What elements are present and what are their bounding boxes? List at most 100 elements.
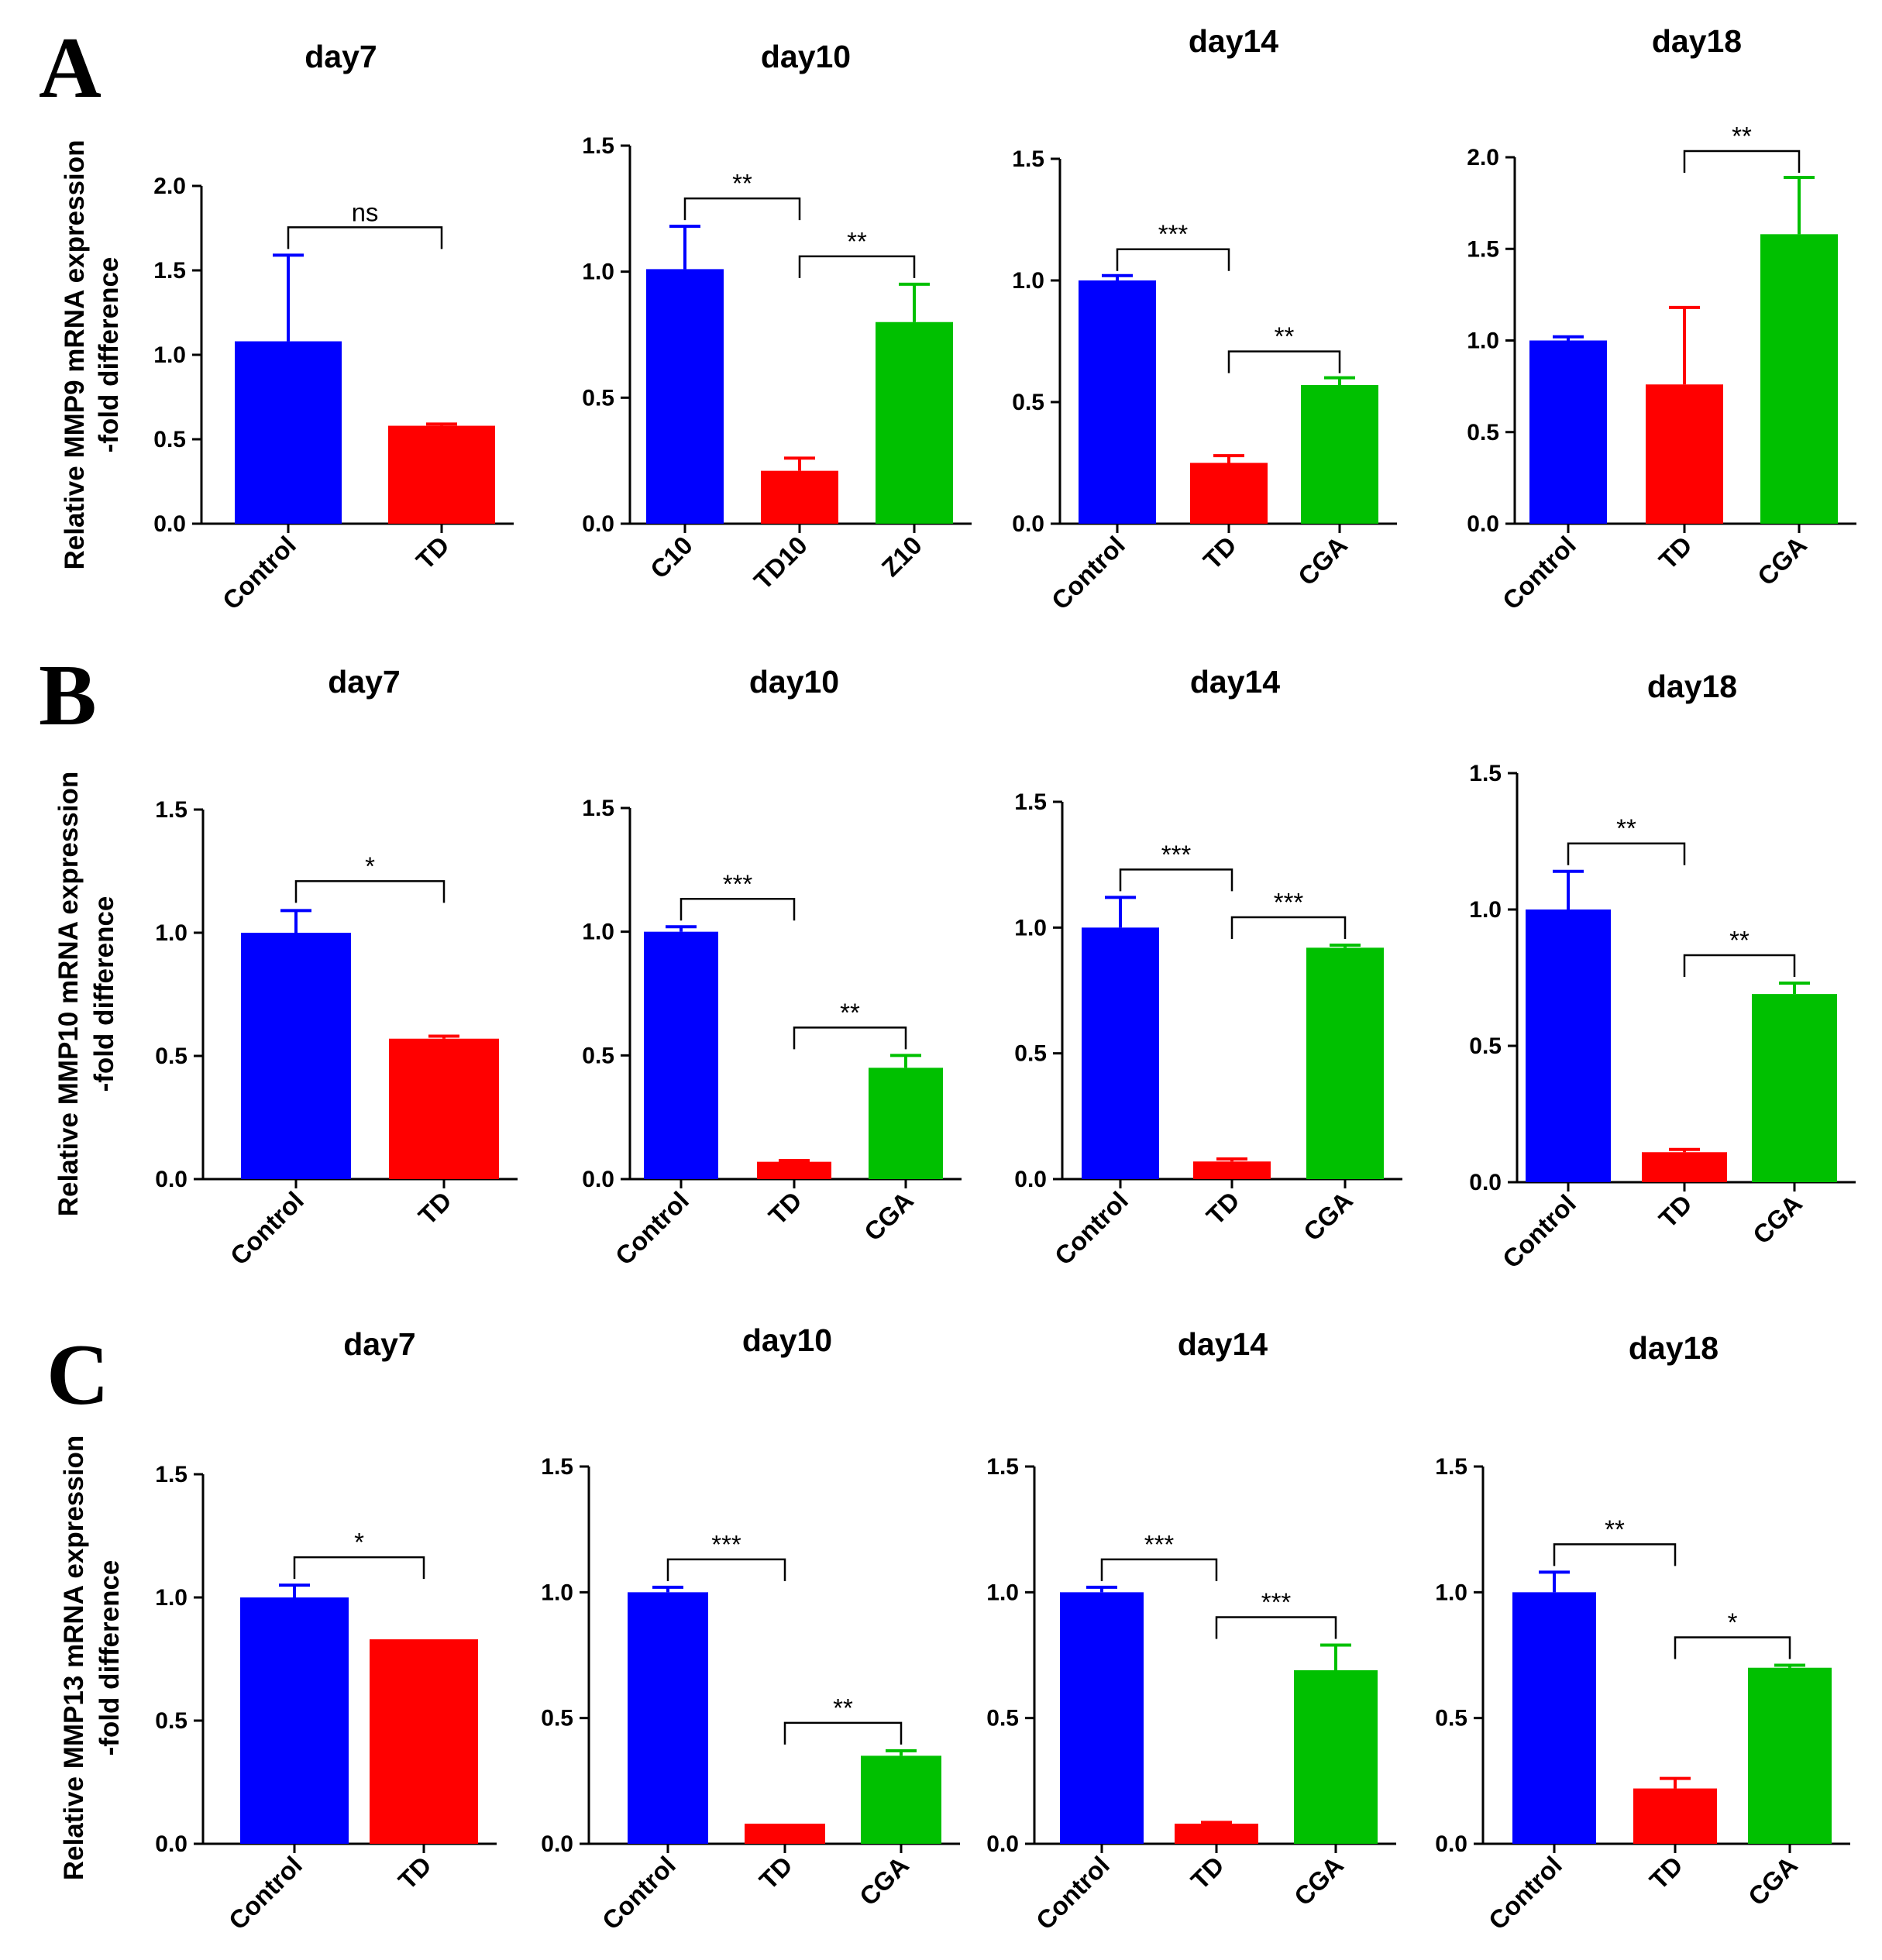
chart-a-day18-title: day18 — [1652, 23, 1742, 59]
chart-b-day10-y-tick-label: 0.5 — [582, 1043, 614, 1068]
chart-c-day18-significance-label: ** — [1605, 1515, 1625, 1543]
chart-b-day14-significance-bracket — [1119, 868, 1233, 892]
chart-c-day10-bar-td — [745, 1824, 825, 1844]
chart-a-day14-category-label: Control — [1046, 531, 1130, 615]
chart-a-day10-significance-label: ** — [732, 169, 752, 198]
chart-c-day18-significance-label: * — [1728, 1608, 1738, 1636]
chart-c-day7: day7 0.0 0.5 1.0 1.5 Control TD * — [155, 1326, 497, 1935]
chart-b-day18-bar-cga — [1752, 994, 1837, 1182]
chart-b-day18-significance-label: ** — [1729, 926, 1750, 954]
chart-a-day18-category-label: CGA — [1752, 531, 1812, 591]
chart-c-day10-significance-label: ** — [833, 1694, 853, 1722]
chart-a-day7-category-label: Control — [217, 531, 301, 615]
chart-c-day10-category-label: Control — [597, 1851, 681, 1935]
chart-b-day18: day18 0.0 0.5 1.0 1.5 Control TD CGA ** ** — [1469, 669, 1856, 1274]
chart-c-day18-y-tick-label: 1.5 — [1435, 1454, 1467, 1480]
chart-a-day10-significance-bracket — [683, 197, 801, 221]
chart-b-day14-category-label: CGA — [1298, 1186, 1358, 1246]
ylabel-mmp9: Relative MMP9 mRNA expression -fold diff… — [60, 140, 124, 570]
chart-b-day10-category-label: TD — [763, 1186, 807, 1230]
chart-b-day7-significance-label: * — [365, 851, 375, 880]
chart-b-day7-y-tick-label: 1.5 — [155, 797, 188, 823]
chart-b-day14-significance-label: *** — [1274, 888, 1304, 916]
chart-a-day7-y-tick-label: 1.0 — [153, 342, 186, 368]
chart-b-day14-y-tick-label: 1.0 — [1014, 915, 1047, 940]
chart-a-day14-y-tick-label: 0.5 — [1012, 390, 1044, 415]
chart-a-day18-y-tick-label: 0.5 — [1467, 420, 1499, 445]
chart-a-day10-category-label: C10 — [645, 531, 698, 584]
chart-c-day10-y-tick-label: 1.5 — [541, 1454, 573, 1480]
chart-a-day7: day7 0.0 0.5 1.0 1.5 2.0 Control TD ns — [153, 39, 514, 615]
chart-b-day10-title: day10 — [749, 664, 839, 700]
chart-a-day18-category-label: TD — [1653, 531, 1698, 575]
chart-c-day7-bar-td — [370, 1639, 478, 1844]
chart-a-day10: day10 0.0 0.5 1.0 1.5 C10 TD10 Z10 ** ** — [582, 39, 972, 595]
ylabel-mmp13: Relative MMP13 mRNA expression -fold dif… — [59, 1436, 125, 1880]
chart-a-day7-y-tick-label: 0.0 — [153, 511, 186, 537]
chart-c-day14-significance-label: *** — [1261, 1588, 1292, 1617]
chart-a-day14-bar-td — [1190, 462, 1268, 524]
chart-c-day18-category-label: TD — [1644, 1851, 1688, 1895]
panel-label-a: A — [39, 20, 101, 116]
ylabel-mmp10: Relative MMP10 mRNA expression -fold dif… — [53, 772, 119, 1216]
chart-b-day18-significance-bracket — [1567, 842, 1686, 865]
chart-b-day10-y-tick-label: 1.0 — [582, 920, 614, 945]
chart-a-day14-y-tick-label: 1.5 — [1012, 146, 1044, 172]
chart-b-day18-bar-control — [1526, 910, 1611, 1182]
chart-a-day18-significance-bracket — [1683, 150, 1801, 174]
chart-a-day18-bar-control — [1529, 340, 1607, 524]
chart-c-day14: day14 0.0 0.5 1.0 1.5 Control TD CGA *** *** — [986, 1326, 1396, 1935]
chart-a-day7-bar-td — [388, 425, 495, 524]
chart-a-day10-bar-c10 — [646, 269, 724, 524]
chart-b-day7-significance-bracket — [294, 880, 446, 903]
chart-c-day7-y-tick-label: 0.0 — [155, 1831, 188, 1857]
chart-c-day10-category-label: TD — [754, 1851, 798, 1895]
chart-a-day10-significance-label: ** — [847, 227, 867, 256]
chart-b-day10-y-tick-label: 1.5 — [582, 796, 614, 821]
chart-c-day7-bar-control — [240, 1597, 349, 1844]
chart-a-day14-significance-label: ** — [1275, 322, 1295, 351]
chart-a-day7-significance-bracket — [287, 226, 443, 249]
chart-b-day18-category-label: CGA — [1747, 1189, 1808, 1250]
chart-a-day18-y-tick-label: 0.0 — [1467, 511, 1499, 537]
chart-c-day18-category-label: Control — [1483, 1851, 1567, 1935]
chart-a-day14-significance-bracket — [1227, 350, 1341, 373]
chart-b-day14-significance-label: *** — [1161, 840, 1192, 868]
chart-a-day10-significance-bracket — [798, 255, 916, 278]
chart-b-day7-y-tick-label: 1.0 — [155, 920, 188, 946]
chart-c-day18-significance-bracket — [1674, 1636, 1791, 1659]
chart-c-day7-y-tick-label: 1.5 — [155, 1462, 188, 1487]
chart-b-day14-y-tick-label: 0.0 — [1014, 1167, 1047, 1192]
chart-a-day10-category-label: Z10 — [876, 531, 927, 582]
chart-a-day10-y-tick-label: 1.5 — [582, 133, 614, 159]
chart-a-day7-significance-label: ns — [352, 198, 379, 226]
chart-a-day14-category-label: CGA — [1292, 531, 1353, 591]
chart-a-day14-category-label: TD — [1198, 531, 1242, 575]
chart-a-day14-significance-bracket — [1116, 248, 1230, 271]
chart-b-day10-category-label: Control — [610, 1186, 694, 1271]
chart-b-day7-bar-td — [389, 1038, 499, 1179]
chart-b-day14-y-tick-label: 0.5 — [1014, 1041, 1047, 1067]
chart-b-day18-significance-label: ** — [1616, 814, 1636, 843]
ylabel-mmp13-line2: -fold difference — [95, 1560, 125, 1756]
chart-c-day14-y-tick-label: 0.0 — [986, 1831, 1019, 1857]
chart-c-day18-significance-bracket — [1553, 1543, 1677, 1566]
chart-b-day10-bar-control — [644, 931, 718, 1179]
chart-c-day7-significance-label: * — [354, 1528, 364, 1556]
chart-b-day14-category-label: Control — [1049, 1186, 1134, 1271]
chart-c-day14-category-label: Control — [1030, 1851, 1115, 1935]
chart-a-day10-title: day10 — [761, 39, 851, 74]
chart-c-day18-y-tick-label: 1.0 — [1435, 1580, 1467, 1605]
chart-c-day7-y-tick-label: 1.0 — [155, 1585, 188, 1611]
chart-a-day10-y-tick-label: 0.0 — [582, 511, 614, 537]
chart-a-day10-bar-z10 — [876, 322, 953, 524]
panel-label-b: B — [39, 648, 97, 744]
chart-c-day7-category-label: Control — [223, 1851, 308, 1935]
chart-c-day14-bar-control — [1060, 1592, 1144, 1844]
chart-a-day14-bar-cga — [1301, 385, 1378, 524]
chart-c-day14-bar-td — [1175, 1824, 1258, 1844]
chart-c-day10-title: day10 — [742, 1322, 832, 1358]
chart-b-day10-y-tick-label: 0.0 — [582, 1167, 614, 1192]
charts-layer: day7 0.0 0.5 1.0 1.5 2.0 Control TD ns day10 0.0 0.… — [153, 23, 1856, 1935]
